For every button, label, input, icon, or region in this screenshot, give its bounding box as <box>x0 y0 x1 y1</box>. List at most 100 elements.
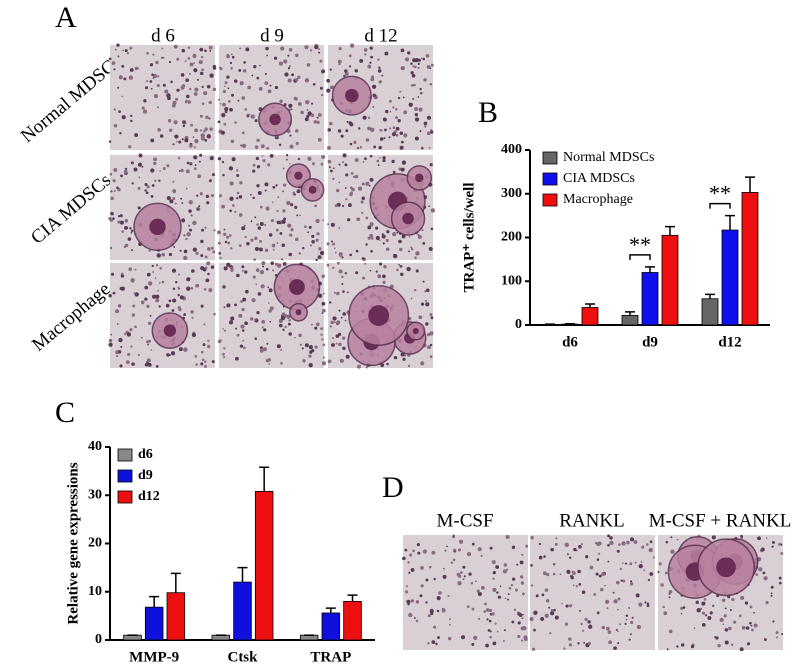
cell <box>634 561 637 564</box>
cell <box>181 48 186 53</box>
cell <box>457 574 462 578</box>
cell <box>359 145 363 149</box>
column-header: RANKL <box>559 510 624 531</box>
cell <box>265 358 270 363</box>
cell <box>122 49 124 52</box>
y-tick-label: 100 <box>501 273 522 288</box>
cell <box>194 164 197 166</box>
cell <box>177 286 180 289</box>
cell <box>195 251 199 256</box>
cell <box>462 578 465 581</box>
cell <box>212 87 217 92</box>
cell <box>254 318 257 322</box>
cell <box>504 597 507 600</box>
cell <box>256 165 261 169</box>
cell <box>265 206 270 211</box>
cell <box>693 627 696 629</box>
cell <box>193 92 198 96</box>
cell <box>662 605 665 609</box>
cell <box>395 126 400 131</box>
cell <box>571 570 575 574</box>
cell <box>268 309 272 313</box>
cell <box>342 346 346 351</box>
cell <box>121 115 126 120</box>
cell <box>406 266 411 272</box>
cell <box>299 214 301 217</box>
cell <box>381 234 386 239</box>
cell <box>124 49 128 53</box>
cell <box>503 629 506 632</box>
cell <box>419 594 423 598</box>
cell <box>155 365 159 368</box>
cell <box>223 122 227 126</box>
cell <box>109 246 112 249</box>
cell <box>194 354 198 358</box>
cell <box>668 596 671 599</box>
cell <box>142 109 148 114</box>
cell <box>327 264 330 267</box>
cell <box>283 59 288 64</box>
cell <box>450 561 454 564</box>
y-axis-label: Relative gene expressions <box>65 462 81 624</box>
cell <box>396 268 399 272</box>
cell <box>256 184 260 188</box>
cell <box>414 136 419 141</box>
cell <box>261 326 264 329</box>
cell <box>190 310 194 314</box>
cell <box>114 48 117 51</box>
cell <box>361 211 364 215</box>
cell <box>290 108 293 111</box>
cell <box>680 643 685 647</box>
cell <box>109 218 113 222</box>
cell <box>404 57 410 62</box>
cell <box>296 189 301 194</box>
cell <box>221 204 225 209</box>
cell <box>254 246 260 252</box>
cell <box>367 236 371 240</box>
cell <box>411 248 414 251</box>
cell <box>666 648 669 651</box>
cell <box>245 47 250 52</box>
cell <box>320 333 323 336</box>
cell <box>507 593 510 596</box>
cell <box>279 99 283 103</box>
cell <box>420 91 423 95</box>
cell <box>520 626 525 631</box>
cell <box>609 536 613 540</box>
cell <box>217 241 221 245</box>
cell <box>177 306 181 310</box>
cell <box>369 61 372 64</box>
cell <box>311 162 315 166</box>
cell <box>234 303 237 307</box>
x-tick-label: d12 <box>718 334 741 350</box>
cell <box>125 243 129 248</box>
cell <box>477 547 482 552</box>
cell <box>399 145 404 150</box>
cell <box>259 205 263 209</box>
cell <box>157 289 159 292</box>
cell <box>771 545 774 548</box>
cell <box>281 258 283 261</box>
cell <box>428 146 431 149</box>
cell <box>304 343 309 348</box>
cell <box>240 300 243 303</box>
cell <box>186 286 191 291</box>
cell <box>175 280 178 284</box>
cell <box>223 266 228 271</box>
cell <box>112 179 116 183</box>
cell <box>310 102 314 105</box>
cell <box>189 144 193 148</box>
nucleus <box>294 171 303 180</box>
cell <box>517 634 521 638</box>
cell <box>193 68 198 73</box>
cell <box>200 239 204 244</box>
cell <box>236 197 239 200</box>
cell <box>282 167 285 170</box>
cell <box>491 612 495 616</box>
cell <box>745 626 750 630</box>
cell <box>209 50 212 52</box>
cell <box>144 189 147 192</box>
cell <box>230 316 235 321</box>
cell <box>489 546 493 550</box>
cell <box>108 338 113 343</box>
